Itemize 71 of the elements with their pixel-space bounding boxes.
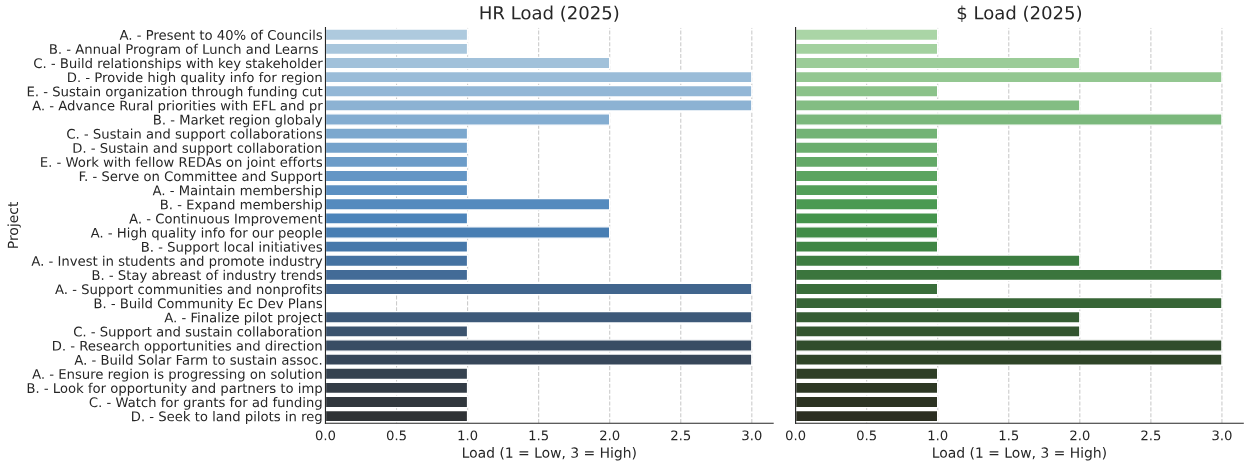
y-tick-label: D. - Sustain and support collaboration	[73, 142, 322, 156]
bar	[795, 268, 1223, 282]
bar	[325, 282, 753, 296]
y-tick-label: A. - Advance Rural priorities with EFL and pr	[32, 100, 323, 114]
y-tick-label: C. - Build relationships with key stakeholder	[34, 57, 323, 71]
bar	[325, 28, 469, 42]
x-tick-label: 3.0	[1212, 430, 1232, 441]
bar	[795, 282, 939, 296]
x-axis-title: Load (1 = Low, 3 = High)	[463, 447, 636, 461]
bar	[325, 268, 469, 282]
bar	[325, 395, 469, 409]
bar	[325, 56, 611, 70]
bar	[795, 56, 1081, 70]
x-tick-label: 3.0	[742, 430, 762, 441]
chart-title: HR Load (2025)	[480, 5, 619, 22]
x-tick-label: 0.0	[785, 430, 806, 441]
y-tick-label: A. - Invest in students and promote industry	[31, 255, 323, 269]
y-tick-label: B. - Expand membership	[161, 199, 322, 212]
y-tick-label: A. - Present to 40% of Councils	[119, 29, 323, 40]
y-tick-label: A. - Support communities and nonprofits	[55, 283, 323, 297]
y-tick-label: B. - Support local initiatives	[142, 241, 323, 255]
bar	[795, 183, 939, 197]
bar	[325, 409, 469, 423]
bar	[325, 155, 469, 169]
x-tick-label: 1.5	[529, 430, 548, 441]
bar	[795, 42, 939, 56]
x-tick-label: 1.0	[458, 430, 478, 441]
x-axis-title: Load (1 = Low, 3 = High)	[933, 447, 1106, 461]
bar	[325, 183, 469, 197]
y-tick-label: B. - Market region globaly	[154, 114, 323, 128]
y-tick-label: D. - Seek to land pilots in reg	[132, 411, 322, 424]
y-tick-label: B. - Stay abreast of industry trends	[92, 269, 323, 283]
y-tick-label: B. - Look for opportunity and partners to imp	[27, 382, 322, 396]
y-tick-label: C. - Watch for grants for ad funding	[89, 397, 322, 410]
y-tick-label: A. - Finalize pilot project	[164, 312, 323, 326]
bar	[795, 296, 1223, 310]
x-tick-label: 2.0	[1070, 430, 1090, 441]
x-tick-label: 0.5	[857, 430, 876, 441]
x-tick-label: 1.5	[999, 430, 1019, 441]
y-tick-label: A. - Ensure region is progressing on solution	[32, 368, 322, 382]
y-tick-label: E. - Sustain organization through funding cut	[27, 86, 323, 99]
bar	[325, 70, 753, 84]
y-tick-label: B. - Build Community Ec Dev Plans	[94, 298, 323, 311]
y-tick-label: A. - Maintain membership	[152, 185, 322, 198]
x-tick-label: 0.5	[386, 430, 406, 441]
bar	[795, 395, 939, 409]
bar	[795, 28, 939, 42]
x-tick-label: 0.0	[315, 430, 336, 441]
x-tick-label: 2.5	[671, 430, 691, 441]
bar	[795, 169, 939, 183]
y-tick-label: A. - Continuous Improvement	[129, 213, 323, 227]
y-axis-title: Project	[7, 202, 21, 248]
x-tick-label: 2.5	[1141, 430, 1161, 441]
bar	[795, 155, 939, 169]
x-tick-label: 1.0	[928, 430, 948, 441]
chart-title: $ Load (2025)	[957, 5, 1082, 22]
y-tick-label: D. - Provide high quality info for region	[68, 72, 322, 85]
y-tick-label: F. - Serve on Committee and Support	[79, 170, 323, 184]
y-tick-label: C. - Sustain and support collaborations	[67, 128, 323, 142]
x-tick-label: 2.0	[600, 430, 620, 441]
bar	[795, 381, 939, 395]
bar	[325, 169, 469, 183]
y-tick-label: E. - Work with fellow REDAs on joint efforts	[41, 156, 323, 170]
bar	[325, 381, 469, 395]
bar	[325, 42, 469, 56]
y-tick-label: B. - Annual Program of Lunch and Learns	[50, 43, 318, 57]
y-tick-label: A. - High quality info for our people	[90, 227, 322, 241]
y-tick-label: D. - Research opportunities and direction	[53, 340, 322, 354]
bar	[795, 70, 1223, 84]
y-tick-label: A. - Build Solar Farm to sustain assoc.	[74, 354, 322, 365]
y-tick-label: C. - Support and sustain collaboration	[73, 326, 322, 340]
